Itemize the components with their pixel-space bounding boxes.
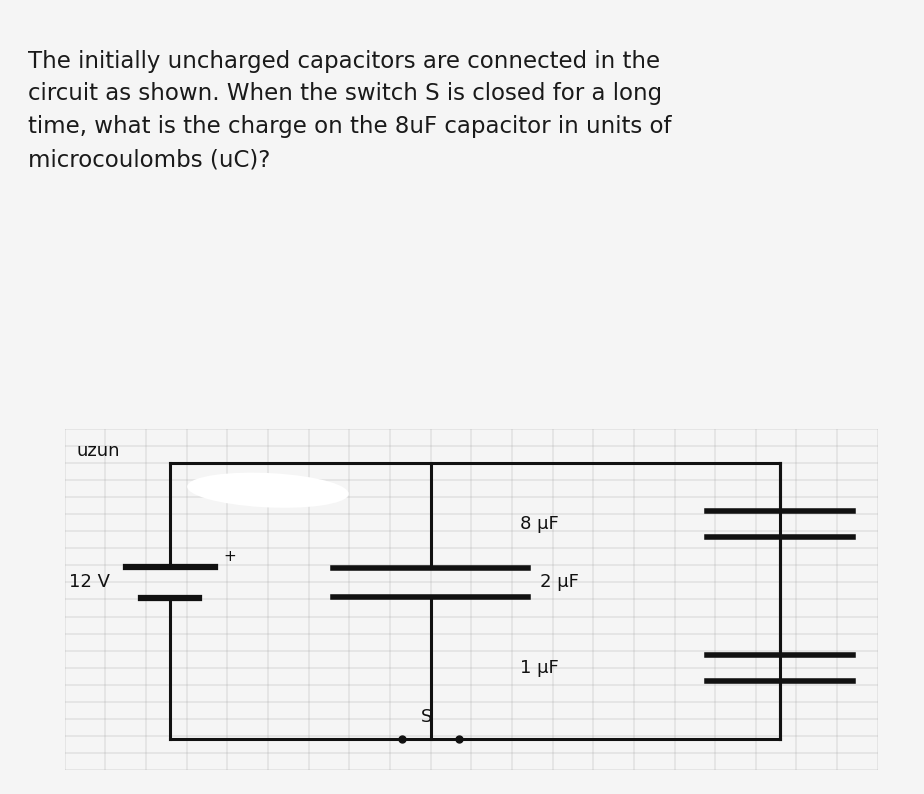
Text: The initially uncharged capacitors are connected in the
circuit as shown. When t: The initially uncharged capacitors are c… bbox=[28, 49, 671, 172]
Ellipse shape bbox=[188, 472, 348, 508]
Text: 1 μF: 1 μF bbox=[520, 659, 559, 676]
Text: uzun: uzun bbox=[77, 442, 120, 461]
Text: S: S bbox=[420, 707, 432, 726]
Text: 2 μF: 2 μF bbox=[541, 573, 579, 592]
Text: 8 μF: 8 μF bbox=[520, 515, 559, 534]
Text: +: + bbox=[224, 549, 236, 565]
Text: 12 V: 12 V bbox=[68, 573, 110, 592]
